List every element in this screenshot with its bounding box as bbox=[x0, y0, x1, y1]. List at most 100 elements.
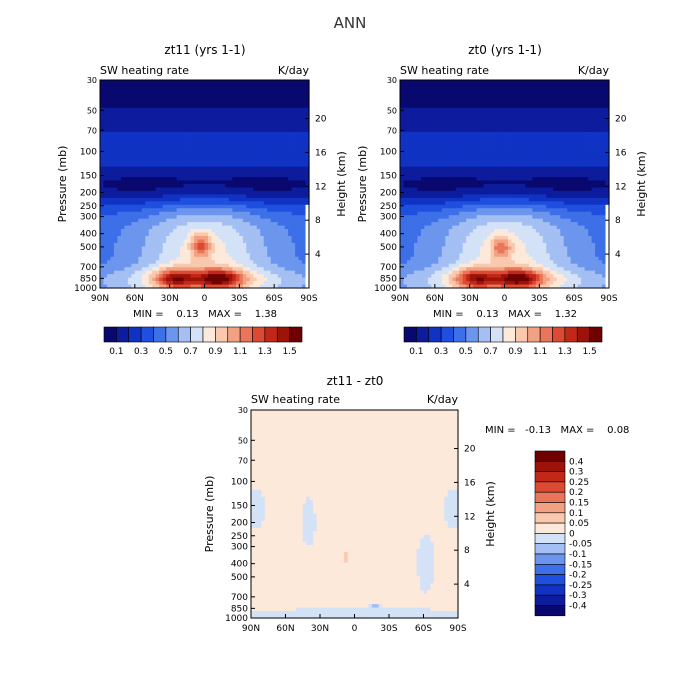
heatmap-cell bbox=[305, 197, 310, 202]
heatmap-cell bbox=[274, 270, 279, 275]
heatmap-cell bbox=[480, 121, 485, 126]
heatmap-cell bbox=[602, 125, 607, 130]
heatmap-cell bbox=[270, 284, 275, 289]
heatmap-cell bbox=[183, 249, 188, 254]
heatmap-cell bbox=[605, 80, 610, 85]
heatmap-cell bbox=[120, 187, 125, 192]
heatmap-cell bbox=[242, 211, 247, 216]
heatmap-cell bbox=[249, 270, 254, 275]
heatmap-cell bbox=[113, 83, 119, 88]
heatmap-cell bbox=[201, 249, 206, 254]
heatmap-cell bbox=[574, 128, 579, 133]
heatmap-cell bbox=[542, 132, 547, 137]
heatmap-cell bbox=[605, 97, 610, 102]
heatmap-cell bbox=[270, 211, 275, 216]
heatmap-cell bbox=[277, 80, 282, 85]
heatmap-cell bbox=[141, 135, 146, 140]
heatmap-cell bbox=[591, 149, 596, 154]
heatmap-cell bbox=[483, 114, 488, 119]
heatmap-cell bbox=[501, 142, 506, 147]
heatmap-cell bbox=[535, 145, 540, 150]
heatmap-cell bbox=[225, 246, 230, 251]
heatmap-cell bbox=[431, 138, 436, 143]
heatmap-cell bbox=[291, 152, 296, 157]
colorbar-swatch bbox=[177, 326, 191, 343]
heatmap-cell bbox=[190, 270, 195, 275]
heatmap-cell bbox=[176, 100, 181, 105]
heatmap-cell bbox=[298, 177, 303, 182]
heatmap-cell bbox=[214, 284, 220, 289]
heatmap-cell bbox=[221, 121, 226, 126]
heatmap-cell bbox=[232, 274, 237, 279]
heatmap-cell bbox=[134, 180, 139, 185]
heatmap-cell bbox=[253, 138, 258, 143]
heatmap-cell bbox=[225, 149, 230, 154]
heatmap-cell bbox=[100, 281, 105, 286]
heatmap-cell bbox=[134, 86, 139, 91]
heatmap-cell bbox=[473, 114, 478, 119]
heatmap-cell bbox=[424, 132, 429, 137]
heatmap-cell bbox=[127, 281, 132, 286]
heatmap-cell bbox=[204, 114, 209, 119]
heatmap-cell bbox=[187, 90, 192, 95]
heatmap-cell bbox=[553, 107, 558, 112]
heatmap-cell bbox=[487, 86, 492, 91]
heatmap-cell bbox=[246, 267, 251, 272]
heatmap-cell bbox=[155, 256, 160, 261]
heatmap-cell bbox=[225, 201, 230, 206]
heatmap-cell bbox=[110, 232, 115, 237]
heatmap-cell bbox=[218, 156, 223, 161]
heatmap-cell bbox=[141, 111, 146, 116]
heatmap-cell bbox=[110, 236, 115, 241]
heatmap-cell bbox=[148, 267, 153, 272]
heatmap-cell bbox=[546, 97, 551, 102]
heatmap-cell bbox=[190, 277, 195, 282]
colorbar-label: 0.7 bbox=[183, 347, 197, 357]
heatmap-cell bbox=[281, 194, 286, 199]
heatmap-cell bbox=[487, 111, 492, 116]
heatmap-cell bbox=[298, 242, 303, 247]
heatmap-cell bbox=[235, 111, 240, 116]
heatmap-cell bbox=[134, 132, 139, 137]
heatmap-cell bbox=[211, 149, 216, 154]
heatmap-cell bbox=[400, 93, 405, 98]
heatmap-cell bbox=[295, 125, 300, 130]
heatmap-cell bbox=[295, 104, 300, 109]
heatmap-cell bbox=[577, 125, 582, 130]
heatmap-cell bbox=[228, 166, 233, 171]
heatmap-cell bbox=[441, 80, 446, 85]
heatmap-cell bbox=[501, 152, 506, 157]
heatmap-cell bbox=[267, 121, 272, 126]
heatmap-cell bbox=[138, 197, 143, 202]
heatmap-cell bbox=[473, 145, 478, 150]
y-tick-label: 30 bbox=[87, 76, 97, 85]
heatmap-cell bbox=[302, 281, 307, 286]
heatmap-cell bbox=[100, 201, 105, 206]
heatmap-cell bbox=[113, 236, 119, 241]
heatmap-cell bbox=[563, 90, 568, 95]
heatmap-cell bbox=[284, 218, 289, 223]
heatmap-cell bbox=[400, 100, 405, 105]
heatmap-cell bbox=[501, 97, 506, 102]
heatmap-cell bbox=[100, 170, 105, 175]
heatmap-cell bbox=[277, 152, 282, 157]
heatmap-cell bbox=[267, 232, 272, 237]
heatmap-cell bbox=[403, 149, 408, 154]
colorbar-label: 0.1 bbox=[109, 347, 123, 357]
heatmap-cell bbox=[152, 229, 157, 234]
heatmap-cell bbox=[267, 225, 272, 230]
heatmap-cell bbox=[113, 145, 119, 150]
heatmap-cell bbox=[274, 267, 279, 272]
heatmap-cell bbox=[207, 184, 213, 189]
heatmap-cell bbox=[588, 104, 593, 109]
heatmap-cell bbox=[141, 208, 146, 213]
heatmap-cell bbox=[406, 135, 412, 140]
heatmap-cell bbox=[100, 256, 105, 261]
heatmap-cell bbox=[295, 187, 300, 192]
heatmap-cell bbox=[159, 281, 164, 286]
heatmap-cell bbox=[183, 215, 188, 220]
heatmap-cell bbox=[249, 256, 254, 261]
heatmap-cell bbox=[246, 253, 251, 258]
heatmap-cell bbox=[201, 83, 206, 88]
heatmap-cell bbox=[291, 125, 296, 130]
